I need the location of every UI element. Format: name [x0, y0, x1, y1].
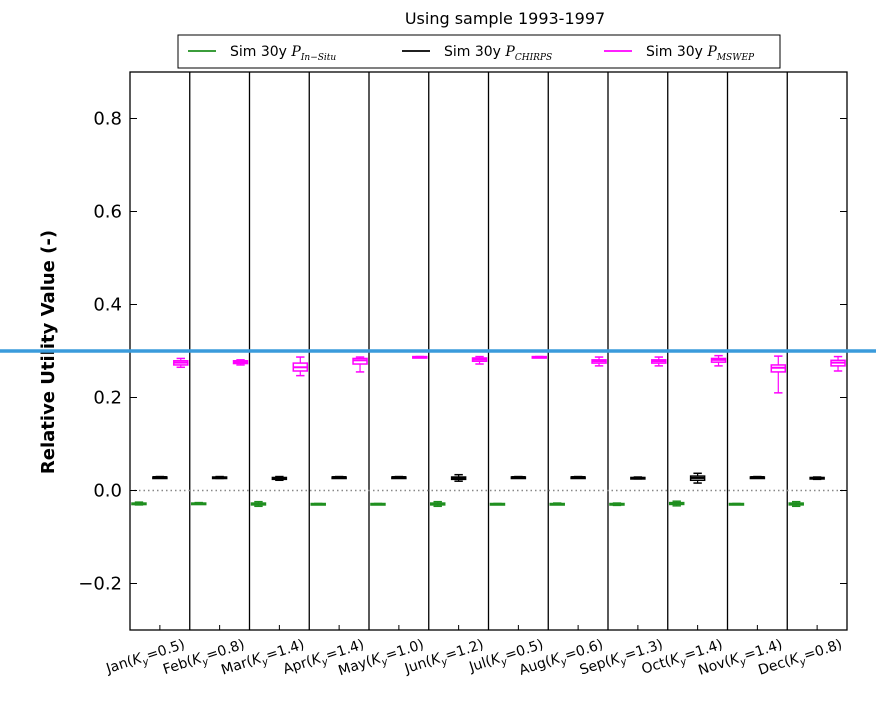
box-mswep-dec: [830, 355, 846, 372]
legend-entry: Sim 30y PCHIRPS: [444, 44, 552, 63]
box-chirps-jan: [152, 475, 168, 480]
legend: Sim 30y PIn−Situ Sim 30y PCHIRPS Sim 30y P…: [177, 34, 781, 69]
box-mswep-sep: [651, 356, 667, 367]
box-chirps-nov: [749, 475, 766, 480]
box-chirps-aug: [570, 475, 586, 480]
box-mswep-oct: [710, 354, 727, 367]
box-mswep-jul: [531, 355, 548, 359]
box-insitu-mar: [250, 500, 267, 508]
box-mswep-nov: [770, 355, 787, 394]
y-tick-label: 0.2: [93, 388, 122, 409]
y-tick-label: 0.0: [93, 481, 122, 502]
box-chirps-oct: [689, 472, 706, 484]
y-tick-label: 0.8: [93, 109, 122, 130]
y-tick-label: 0.6: [93, 202, 122, 223]
y-tick-label: 0.4: [93, 295, 122, 316]
box-mswep-aug: [591, 356, 607, 367]
legend-entry: Sim 30y PIn−Situ: [230, 44, 336, 63]
y-axis: −0.2 0.0 0.2 0.4 0.6 0.8: [78, 109, 847, 595]
box-insitu-jan: [131, 501, 147, 506]
box-chirps-jul: [510, 475, 527, 480]
box-insitu-nov: [728, 502, 745, 506]
box-chirps-may: [391, 475, 407, 480]
box-mswep-jan: [173, 357, 189, 369]
box-chirps-jun: [450, 473, 467, 482]
box-chirps-mar: [271, 475, 288, 482]
box-mswep-feb: [232, 359, 249, 366]
legend-entry: Sim 30y PMSWEP: [646, 44, 755, 63]
box-chirps-dec: [809, 476, 825, 481]
box-chirps-sep: [630, 476, 646, 480]
box-mswep-may: [412, 355, 428, 359]
box-chirps-apr: [331, 475, 347, 480]
legend-box: [177, 34, 781, 69]
box-insitu-sep: [609, 502, 625, 507]
box-chirps-feb: [211, 475, 228, 480]
box-plots: [131, 354, 846, 508]
box-mswep-apr: [352, 356, 368, 373]
box-mswep-mar: [292, 356, 309, 377]
chart-title: Using sample 1993-1997: [405, 9, 605, 28]
box-insitu-jun: [429, 500, 446, 508]
box-insitu-oct: [668, 500, 685, 507]
box-mswep-jun: [471, 355, 488, 365]
box-insitu-dec: [788, 500, 804, 508]
box-insitu-feb: [190, 501, 207, 506]
x-axis: Jan(Ky=0.5)Feb(Ky=0.8)Mar(Ky=1.4)Apr(Ky=…: [103, 625, 844, 679]
box-insitu-aug: [549, 502, 565, 506]
box-insitu-may: [370, 502, 386, 506]
y-tick-label: −0.2: [78, 574, 122, 595]
box-insitu-jul: [489, 502, 506, 506]
box-insitu-apr: [310, 502, 326, 506]
